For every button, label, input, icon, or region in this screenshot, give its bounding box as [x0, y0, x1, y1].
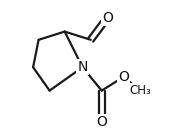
- Text: O: O: [102, 11, 113, 25]
- Text: CH₃: CH₃: [129, 84, 151, 97]
- Text: O: O: [96, 115, 107, 129]
- Text: N: N: [77, 60, 88, 74]
- Text: O: O: [118, 70, 129, 84]
